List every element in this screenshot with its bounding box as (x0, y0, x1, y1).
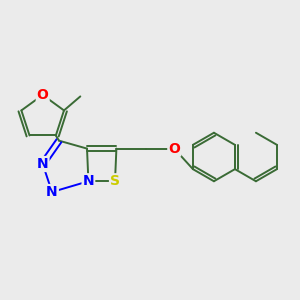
Text: O: O (37, 88, 49, 102)
Text: S: S (110, 174, 120, 188)
Text: N: N (37, 157, 49, 171)
Text: N: N (82, 174, 94, 188)
Text: N: N (46, 185, 58, 199)
Text: O: O (168, 142, 180, 156)
